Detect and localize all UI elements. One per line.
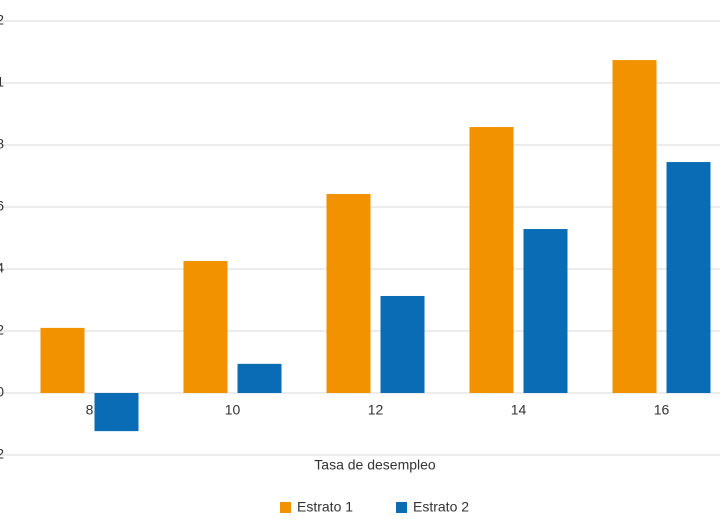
bar: [469, 127, 514, 394]
y-tick-label: -0.2: [0, 446, 4, 462]
legend-label: Estrato 1: [297, 499, 353, 515]
y-tick-label: 0.2: [0, 322, 4, 338]
legend-swatch: [280, 502, 291, 513]
y-tick-label: 0.4: [0, 260, 4, 276]
x-tick-label: 14: [511, 402, 527, 418]
bar: [523, 229, 568, 393]
y-tick-label: 1: [0, 74, 4, 90]
x-tick-label: 10: [225, 402, 241, 418]
bar: [183, 260, 228, 393]
bar: [666, 162, 711, 393]
bar: [94, 393, 139, 432]
legend-label: Estrato 2: [413, 499, 469, 515]
y-tick-label: 0: [0, 384, 4, 400]
x-axis-title: Tasa de desempleo: [314, 457, 436, 473]
y-tick-label: 0.6: [0, 198, 4, 214]
y-tick-label: 1.2: [0, 12, 4, 28]
bar: [612, 60, 657, 394]
bar: [380, 295, 425, 393]
x-tick-label: 8: [86, 402, 94, 418]
legend-swatch: [396, 502, 407, 513]
y-tick-label: 0.8: [0, 136, 4, 152]
bar: [237, 363, 282, 393]
bar: [40, 327, 85, 393]
x-tick-label: 12: [368, 402, 384, 418]
x-tick-label: 16: [654, 402, 670, 418]
bar: [326, 193, 371, 393]
